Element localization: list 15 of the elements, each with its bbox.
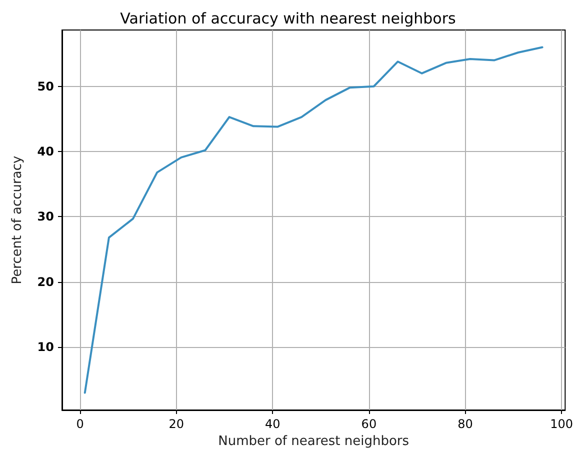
line-series	[84, 46, 544, 394]
x-tick-label: 60	[361, 417, 377, 431]
y-axis-title: Percent of accuracy	[10, 156, 25, 284]
y-tick-label: 10	[37, 340, 54, 354]
x-tick-label: 20	[168, 417, 184, 431]
y-tick-label: 40	[37, 144, 54, 159]
x-axis-title: Number of nearest neighbors	[218, 434, 410, 449]
x-tick-label: 80	[458, 417, 473, 431]
y-tick-label: 50	[37, 79, 54, 94]
y-tick-label: 20	[37, 274, 54, 289]
x-tick-label: 40	[265, 417, 280, 431]
x-tick-label: 0	[76, 417, 84, 431]
y-tick-label: 30	[37, 210, 54, 224]
x-tick-label: 100	[550, 417, 573, 431]
chart-title: Variation of accuracy with nearest neighbors	[120, 10, 456, 28]
